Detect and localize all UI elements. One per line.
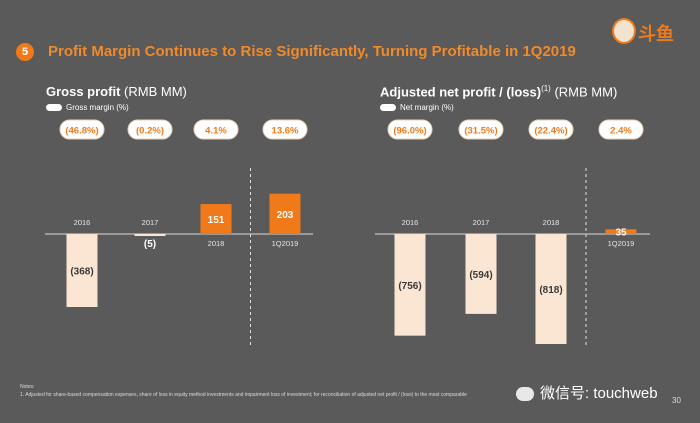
slide-title: Profit Margin Continues to Rise Signific… bbox=[48, 43, 576, 60]
page-number: 30 bbox=[672, 396, 681, 405]
gross-value-label: (368) bbox=[70, 267, 93, 278]
right-chart-title-unit: (RMB MM) bbox=[554, 84, 618, 100]
gross-category-label: 1Q2019 bbox=[272, 239, 299, 248]
net-margin-label: (31.5%) bbox=[464, 126, 497, 137]
legend-marker-icon bbox=[46, 104, 62, 112]
gross-value-label: 203 bbox=[277, 210, 294, 221]
net-margin-pill bbox=[387, 119, 433, 140]
gross-margin-pill bbox=[127, 119, 173, 140]
net-value-label: (756) bbox=[398, 281, 421, 292]
gross-margin-pill bbox=[193, 119, 239, 140]
net-margin-label: (96.0%) bbox=[393, 126, 426, 137]
gross-margin-label: 13.6% bbox=[272, 126, 299, 137]
gross-bar-2018 bbox=[200, 204, 232, 234]
net-value-label: 35 bbox=[615, 228, 627, 239]
net-bar-2018 bbox=[535, 234, 567, 344]
gross-margin-pill bbox=[262, 119, 308, 140]
gross-margin-pill bbox=[59, 119, 105, 140]
net-margin-pill bbox=[458, 119, 504, 140]
gross-category-label: 2017 bbox=[142, 218, 159, 227]
gross-margin-label: (46.8%) bbox=[65, 126, 98, 137]
net-value-label: (818) bbox=[539, 285, 562, 296]
left-chart-title-unit: (RMB MM) bbox=[124, 84, 187, 99]
mascot-icon bbox=[612, 18, 636, 44]
right-legend: Net margin (%) bbox=[380, 103, 454, 112]
notes-heading: Notes: bbox=[20, 384, 35, 390]
net-category-label: 2016 bbox=[402, 218, 419, 227]
wechat-icon bbox=[516, 387, 534, 402]
gross-margin-label: (0.2%) bbox=[136, 126, 164, 137]
left-legend-label: Gross margin (%) bbox=[66, 103, 129, 112]
net-category-label: 2018 bbox=[543, 218, 560, 227]
right-legend-label: Net margin (%) bbox=[400, 103, 454, 112]
footnote-marker: (1) bbox=[541, 84, 551, 93]
left-chart-title: Gross profit (RMB MM) bbox=[46, 84, 187, 99]
gross-category-label: 2018 bbox=[208, 239, 225, 248]
logo-text: 斗鱼 bbox=[638, 24, 674, 44]
gross-value-label: (5) bbox=[144, 239, 156, 250]
right-chart-title-main: Adjusted net profit / (loss) bbox=[380, 84, 542, 100]
left-chart-title-main: Gross profit bbox=[46, 84, 121, 99]
gross-margin-label: 4.1% bbox=[205, 126, 227, 137]
net-bar-2016 bbox=[394, 234, 426, 336]
net-bar-2017 bbox=[465, 234, 497, 314]
notes: Notes: 1. Adjusted for share-based compe… bbox=[20, 383, 467, 399]
net-margin-pill bbox=[598, 119, 644, 140]
legend-marker-icon bbox=[380, 104, 396, 112]
net-margin-label: 2.4% bbox=[610, 126, 632, 137]
note-1: 1. Adjusted for share-based compensation… bbox=[20, 392, 467, 398]
net-category-label: 2017 bbox=[473, 218, 490, 227]
gross-bar-2016 bbox=[66, 234, 98, 307]
net-value-label: (594) bbox=[469, 270, 492, 281]
company-logo: 斗鱼 bbox=[612, 18, 682, 44]
gross-category-label: 2016 bbox=[74, 218, 91, 227]
gross-value-label: 151 bbox=[208, 215, 225, 226]
section-number-badge: 5 bbox=[16, 43, 34, 61]
net-margin-pill bbox=[528, 119, 574, 140]
watermark-text: 微信号: touchweb bbox=[540, 385, 658, 402]
net-category-label: 1Q2019 bbox=[608, 239, 635, 248]
gross-bar-2017 bbox=[134, 234, 166, 236]
left-legend: Gross margin (%) bbox=[46, 103, 129, 112]
net-bar-1Q2019 bbox=[605, 229, 637, 234]
wechat-watermark: 微信号: touchweb bbox=[516, 382, 658, 403]
gross-bar-1Q2019 bbox=[269, 193, 301, 234]
right-chart-title: Adjusted net profit / (loss)(1) (RMB MM) bbox=[380, 84, 617, 99]
net-margin-label: (22.4%) bbox=[534, 126, 567, 137]
